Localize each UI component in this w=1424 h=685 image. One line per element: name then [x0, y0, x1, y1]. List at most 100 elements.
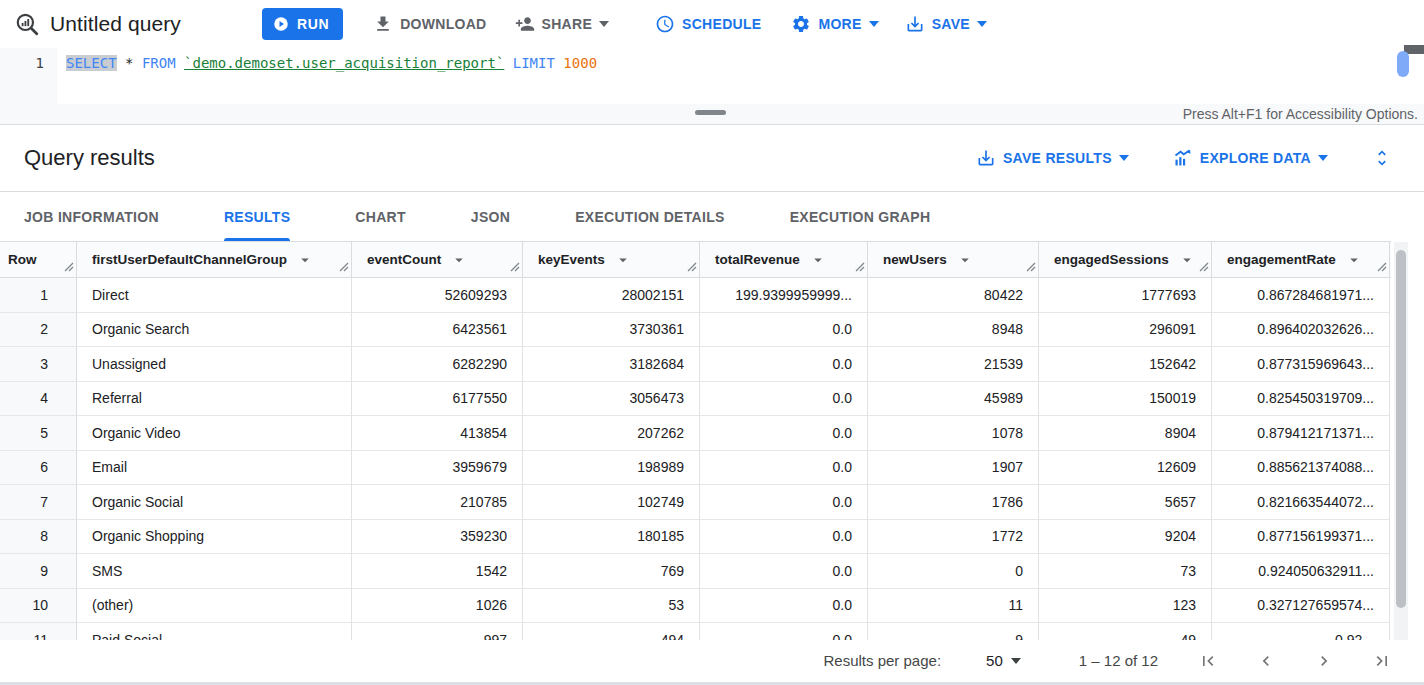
sql-code-line[interactable]: SELECT * FROM `demo.demoset.user_acquisi… — [66, 55, 597, 71]
save-button[interactable]: SAVE — [905, 14, 987, 34]
download-button[interactable]: DOWNLOAD — [373, 14, 486, 34]
table-cell: 0.0 — [700, 347, 868, 382]
table-cell: 49 — [1039, 623, 1212, 640]
table-cell: 0.327127659574... — [1212, 589, 1390, 624]
column-resize-grip[interactable] — [1377, 260, 1387, 275]
sql-editor[interactable]: 1 SELECT * FROM `demo.demoset.user_acqui… — [0, 48, 1424, 104]
last-page-icon — [1372, 651, 1392, 671]
table-cell: 152642 — [1039, 347, 1212, 382]
table-cell: 0.0 — [700, 554, 868, 589]
table-row: 3Unassigned628229031826840.0215391526420… — [0, 347, 1391, 382]
column-label: engagedSessions — [1054, 252, 1169, 267]
table-cell: SMS — [77, 554, 352, 589]
column-header-keyEvents: keyEvents — [523, 242, 700, 277]
next-page-button[interactable] — [1312, 649, 1336, 673]
row-number-cell: 9 — [0, 554, 77, 589]
table-cell: 1907 — [868, 451, 1039, 486]
table-cell: 102749 — [523, 485, 700, 520]
sql-keyword-select: SELECT — [66, 55, 117, 71]
tab-execution-graph[interactable]: EXECUTION GRAPH — [790, 192, 931, 241]
explore-data-button[interactable]: EXPLORE DATA — [1173, 148, 1328, 168]
last-page-button[interactable] — [1370, 649, 1394, 673]
column-resize-grip[interactable] — [64, 260, 74, 275]
page-title: Untitled query — [50, 12, 262, 36]
table-cell: 1026 — [352, 589, 523, 624]
row-number-cell: 4 — [0, 382, 77, 417]
share-button[interactable]: SHARE — [515, 14, 610, 34]
table-cell: 12609 — [1039, 451, 1212, 486]
table-cell: 9 — [868, 623, 1039, 640]
column-menu-caret-icon[interactable] — [1345, 251, 1363, 269]
table-cell: Paid Social — [77, 623, 352, 640]
tab-json[interactable]: JSON — [471, 192, 510, 241]
column-label: keyEvents — [538, 252, 605, 267]
save-results-button[interactable]: SAVE RESULTS — [976, 148, 1129, 168]
tab-results[interactable]: RESULTS — [224, 192, 290, 241]
chevron-down-icon — [599, 21, 609, 27]
line-number-gutter: 1 — [0, 48, 57, 104]
column-menu-caret-icon[interactable] — [809, 251, 827, 269]
column-resize-grip[interactable] — [339, 260, 349, 275]
pagination-bar: Results per page: 50 1 – 12 of 12 — [0, 640, 1424, 685]
table-cell: 413854 — [352, 416, 523, 451]
expand-results-button[interactable] — [1372, 148, 1392, 168]
person-add-icon — [515, 14, 535, 34]
table-scrollbar[interactable] — [1394, 242, 1408, 640]
column-menu-caret-icon[interactable] — [956, 251, 974, 269]
run-button[interactable]: RUN — [262, 8, 343, 40]
table-cell: 0.0 — [700, 623, 868, 640]
schedule-button[interactable]: SCHEDULE — [655, 14, 761, 34]
table-cell: 52609293 — [352, 278, 523, 313]
table-row: 5Organic Video4138542072620.0107889040.8… — [0, 416, 1391, 451]
column-resize-grip[interactable] — [510, 260, 520, 275]
previous-page-button[interactable] — [1254, 649, 1278, 673]
page-size-select[interactable]: 50 — [986, 652, 1021, 669]
accessibility-hint: Press Alt+F1 for Accessibility Options. — [1183, 106, 1418, 122]
chevron-left-icon — [1256, 651, 1276, 671]
first-page-button[interactable] — [1196, 649, 1220, 673]
download-icon — [373, 14, 393, 34]
column-resize-grip[interactable] — [1199, 260, 1209, 275]
table-row: 8Organic Shopping3592301801850.017729204… — [0, 520, 1391, 555]
column-resize-grip[interactable] — [855, 260, 865, 275]
table-cell: 3730361 — [523, 313, 700, 348]
column-menu-caret-icon[interactable] — [614, 251, 632, 269]
table-cell: Organic Search — [77, 313, 352, 348]
table-cell: Organic Social — [77, 485, 352, 520]
table-cell: 0.885621374088... — [1212, 451, 1390, 486]
column-resize-grip[interactable] — [687, 260, 697, 275]
table-cell: 0.0 — [700, 589, 868, 624]
run-label: RUN — [297, 16, 329, 32]
column-menu-caret-icon[interactable] — [296, 251, 314, 269]
table-cell: 359230 — [352, 520, 523, 555]
first-page-icon — [1198, 651, 1218, 671]
column-header-Row: Row — [0, 242, 77, 277]
column-menu-caret-icon[interactable] — [1178, 251, 1196, 269]
chevron-down-icon — [1119, 155, 1129, 161]
tab-execution-details[interactable]: EXECUTION DETAILS — [575, 192, 725, 241]
sql-table-reference-link[interactable]: `demo.demoset.user_acquisition_report` — [184, 55, 504, 71]
row-number-cell: 3 — [0, 347, 77, 382]
table-scrollbar-thumb[interactable] — [1396, 250, 1406, 608]
sql-star: * — [117, 55, 142, 71]
tab-chart[interactable]: CHART — [355, 192, 406, 241]
table-cell: Direct — [77, 278, 352, 313]
column-resize-grip[interactable] — [1026, 260, 1036, 275]
row-number-cell: 10 — [0, 589, 77, 624]
column-header-firstUserDefaultChannelGroup: firstUserDefaultChannelGroup — [77, 242, 352, 277]
table-cell: 0.896402032626... — [1212, 313, 1390, 348]
table-cell: 11 — [868, 589, 1039, 624]
more-button[interactable]: MORE — [791, 14, 878, 34]
table-row: 2Organic Search642356137303610.089482960… — [0, 313, 1391, 348]
splitter-drag-handle[interactable] — [695, 110, 726, 115]
table-cell: 199.9399959999... — [700, 278, 868, 313]
tab-job-information[interactable]: JOB INFORMATION — [24, 192, 159, 241]
table-cell: 150019 — [1039, 382, 1212, 417]
table-cell: 0.0 — [700, 382, 868, 417]
column-menu-caret-icon[interactable] — [450, 251, 468, 269]
page-size-value: 50 — [986, 652, 1003, 669]
table-cell: 1772 — [868, 520, 1039, 555]
table-cell: 210785 — [352, 485, 523, 520]
editor-scrollbar-thumb[interactable] — [1397, 51, 1409, 77]
table-cell: 180185 — [523, 520, 700, 555]
